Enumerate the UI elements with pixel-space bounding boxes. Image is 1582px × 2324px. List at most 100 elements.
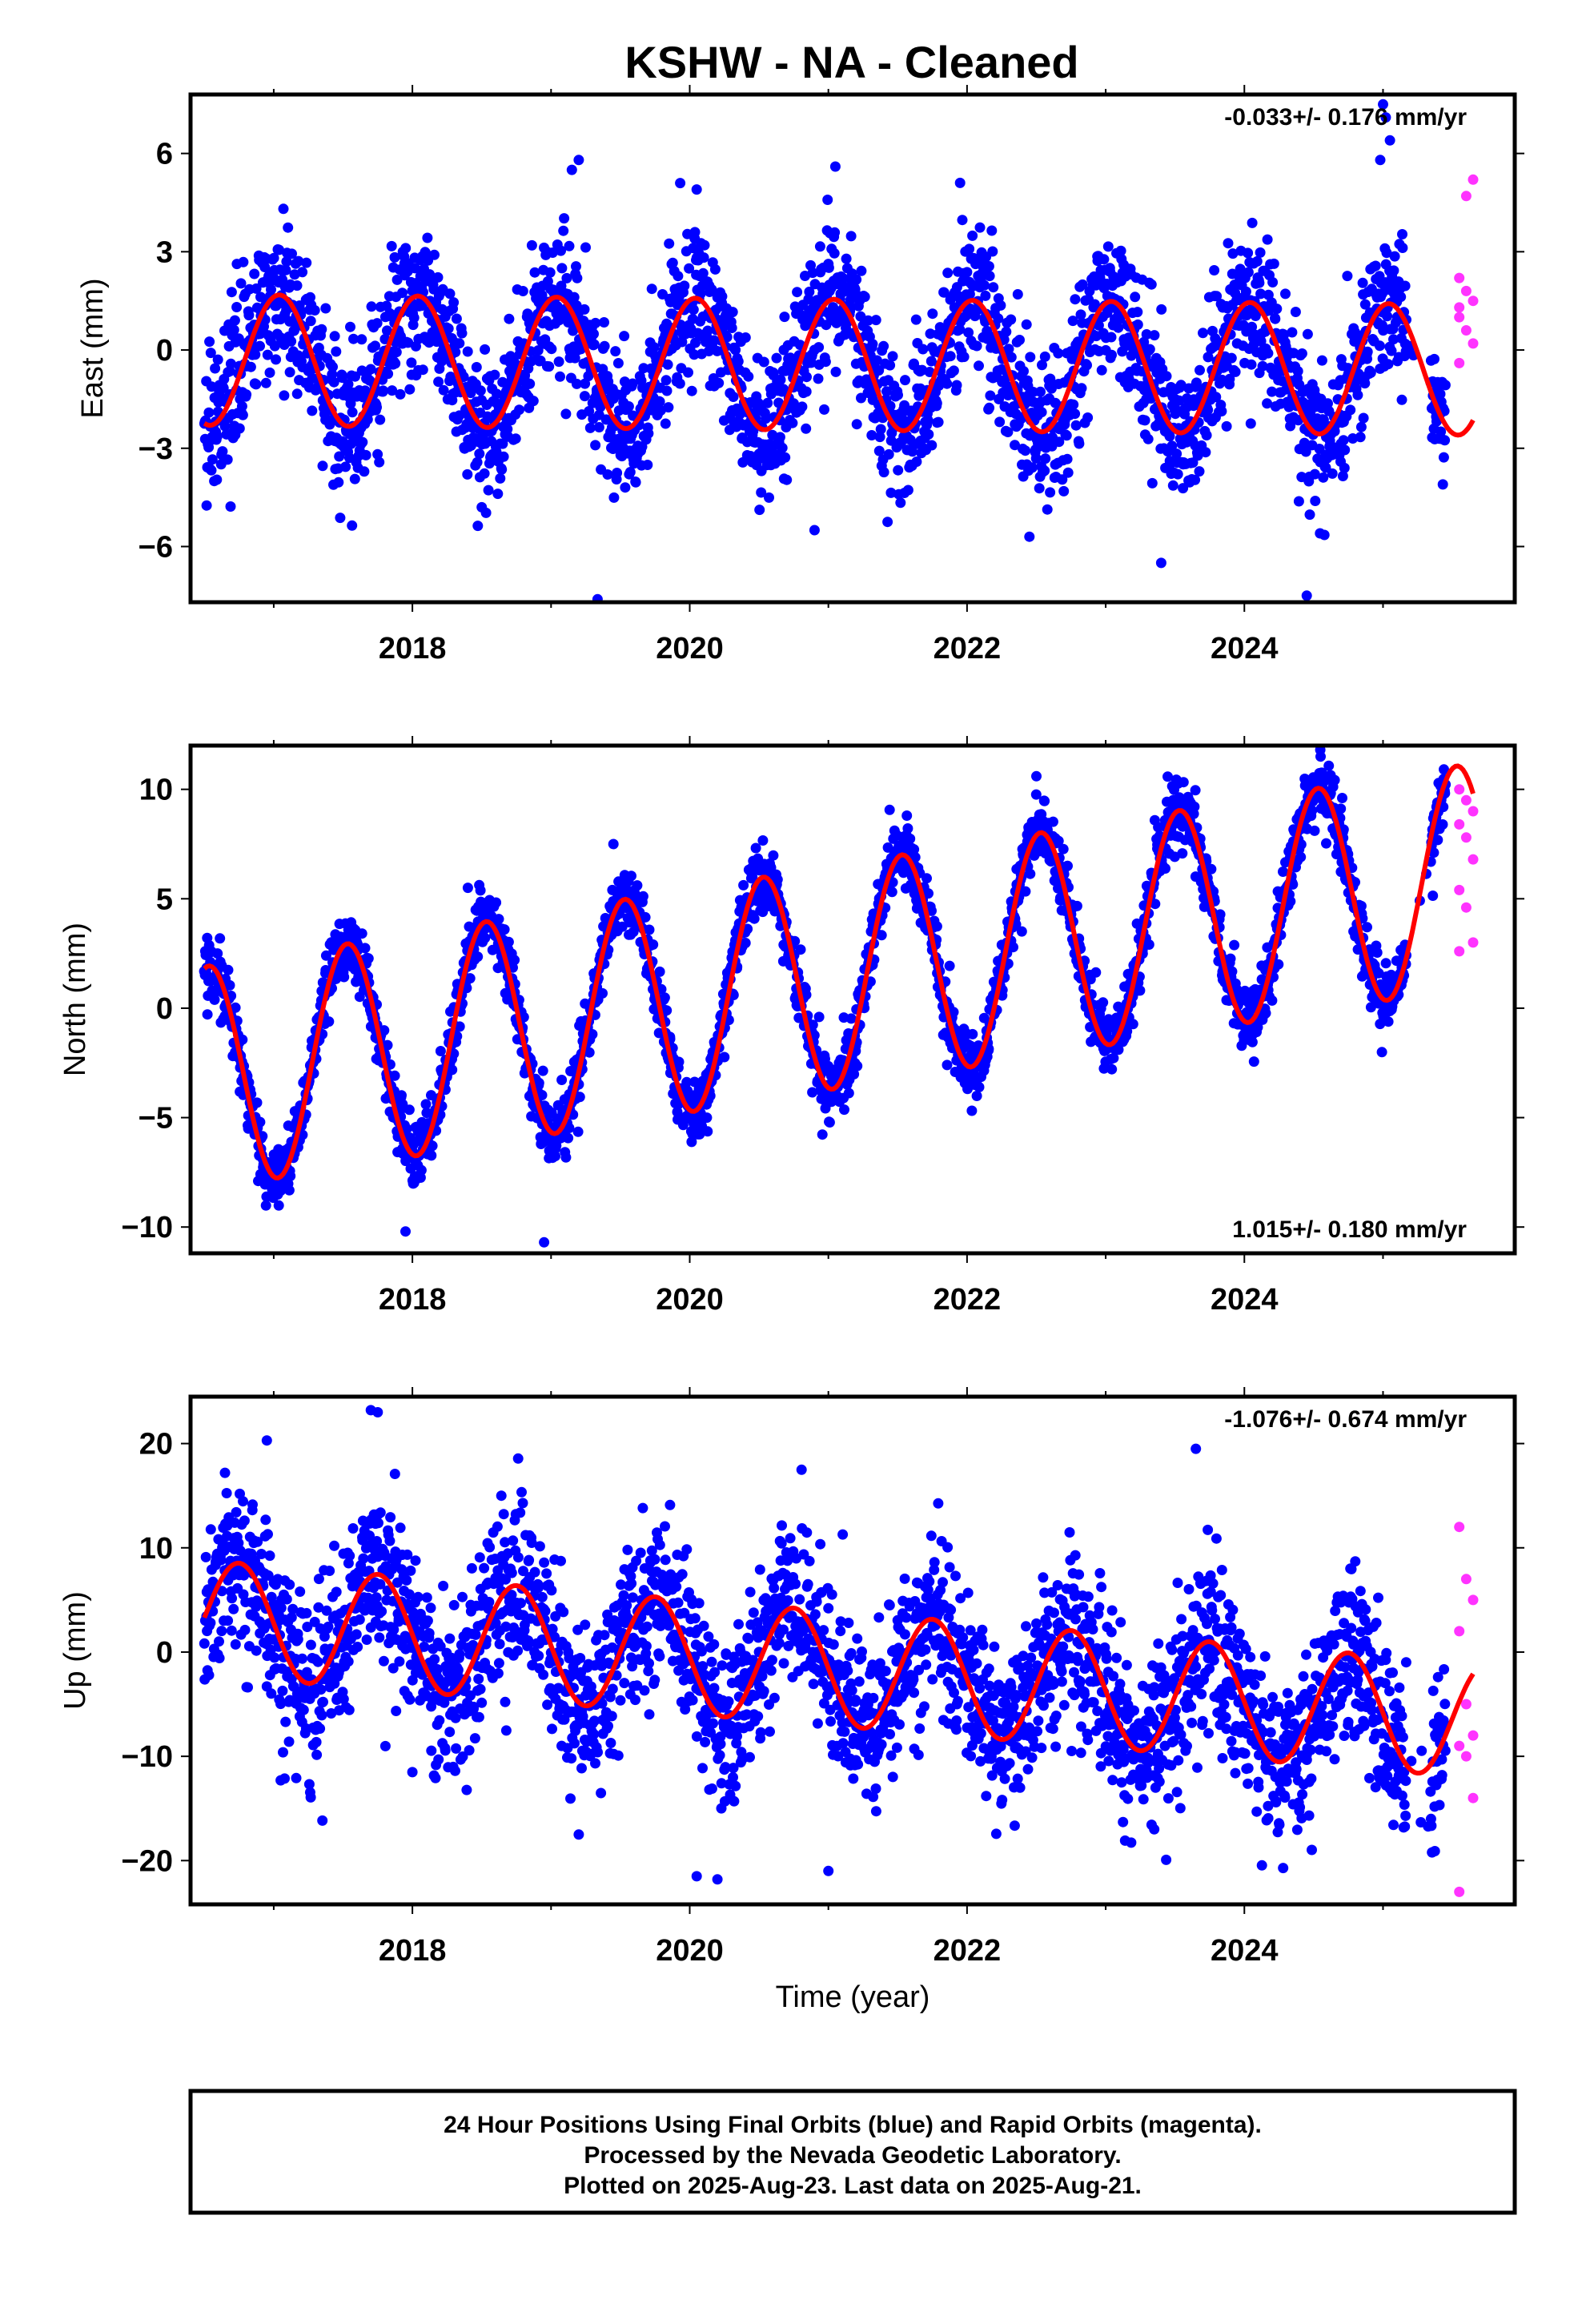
data-point	[472, 521, 484, 532]
data-point	[870, 315, 881, 326]
data-point	[279, 390, 290, 401]
data-point	[401, 1124, 412, 1135]
data-point	[238, 256, 249, 267]
data-point	[559, 213, 570, 224]
data-point	[386, 240, 397, 251]
data-point	[371, 402, 382, 413]
data-point	[689, 227, 701, 238]
data-point	[1435, 388, 1446, 400]
data-point	[1143, 939, 1154, 950]
data-point	[859, 292, 870, 303]
data-point	[356, 334, 367, 345]
data-point	[882, 517, 893, 528]
data-point	[1024, 531, 1035, 542]
data-point	[638, 363, 649, 374]
data-point	[448, 297, 460, 308]
data-point	[662, 359, 673, 370]
data-point	[400, 243, 412, 254]
data-point	[1358, 412, 1369, 424]
data-point	[435, 1046, 446, 1056]
data-point	[278, 203, 289, 215]
data-point	[797, 401, 808, 412]
data-point	[510, 433, 521, 444]
data-point	[1195, 364, 1205, 376]
data-point	[432, 271, 444, 283]
data-point	[697, 267, 709, 279]
data-point	[659, 992, 670, 1003]
data-point	[241, 389, 252, 400]
data-point	[971, 340, 982, 352]
data-point	[1001, 326, 1012, 337]
data-point	[556, 1075, 568, 1085]
data-point	[619, 331, 630, 342]
data-point	[387, 385, 398, 396]
data-point	[1039, 465, 1050, 476]
rapid-point	[1460, 325, 1472, 336]
data-point	[905, 833, 916, 844]
rapid-orbit-points	[1454, 174, 1479, 368]
data-point	[942, 378, 953, 389]
data-point	[230, 1002, 241, 1013]
data-point	[862, 315, 873, 326]
data-point	[255, 1116, 266, 1128]
data-point	[801, 989, 812, 1000]
data-point	[409, 263, 420, 274]
data-point	[1058, 485, 1070, 497]
data-point	[1318, 414, 1329, 425]
data-point	[640, 911, 651, 923]
data-point	[780, 452, 791, 463]
data-point	[750, 842, 761, 854]
data-point	[1339, 462, 1350, 473]
data-point	[1267, 386, 1278, 397]
data-point	[1243, 267, 1254, 278]
data-point	[1075, 309, 1086, 320]
data-point	[966, 1105, 978, 1116]
data-point	[365, 364, 376, 375]
data-point	[571, 378, 582, 389]
data-point	[985, 390, 996, 401]
data-point	[287, 248, 297, 259]
data-point	[661, 385, 673, 396]
data-point	[245, 361, 256, 372]
data-point	[727, 307, 738, 318]
data-point	[454, 1021, 465, 1032]
data-point	[564, 1123, 575, 1133]
data-point	[489, 369, 500, 380]
data-point	[1304, 509, 1315, 521]
data-point	[717, 291, 728, 302]
data-point	[681, 1076, 693, 1088]
data-point	[349, 473, 360, 485]
data-point	[1175, 380, 1186, 391]
data-point	[971, 1091, 982, 1101]
data-point	[323, 1016, 335, 1027]
data-point	[1227, 248, 1239, 259]
data-point	[284, 367, 295, 378]
data-point	[1399, 280, 1411, 292]
data-point	[268, 252, 279, 263]
data-point	[852, 1060, 863, 1072]
data-point	[1338, 435, 1349, 446]
data-point	[702, 325, 713, 336]
data-point	[408, 312, 420, 324]
rapid-point	[1454, 312, 1465, 323]
data-point	[556, 263, 568, 274]
data-point	[1381, 247, 1392, 259]
data-point	[1378, 99, 1388, 110]
data-point	[503, 936, 514, 947]
data-point	[475, 385, 486, 396]
data-point	[851, 419, 862, 430]
data-point	[1355, 421, 1367, 432]
data-point	[307, 405, 318, 416]
data-point	[305, 316, 316, 327]
data-point	[564, 240, 575, 251]
data-point	[849, 1068, 860, 1080]
data-point	[984, 402, 995, 413]
data-point	[1070, 294, 1081, 305]
data-point	[517, 286, 528, 296]
data-point	[225, 358, 236, 369]
data-point	[335, 513, 346, 524]
model-curve	[203, 292, 1476, 438]
data-point	[1280, 288, 1291, 300]
data-point	[1339, 444, 1351, 456]
